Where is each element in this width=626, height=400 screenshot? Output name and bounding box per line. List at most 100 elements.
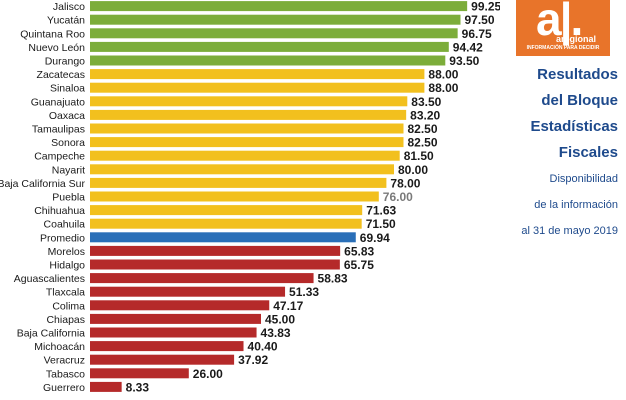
bar (90, 28, 458, 39)
category-label: Zacatecas (37, 69, 85, 81)
category-label: Morelos (48, 246, 85, 258)
chart-subtitle: Disponibilidad de la información al 31 d… (488, 166, 618, 244)
value-label: 37.92 (238, 353, 268, 367)
category-label: Tlaxcala (46, 287, 85, 299)
logo-mark: a|. (536, 0, 583, 45)
bar (90, 55, 446, 66)
value-label: 97.50 (465, 13, 495, 27)
bar (90, 259, 340, 270)
category-label: Oaxaca (49, 110, 85, 122)
value-label: 69.94 (360, 231, 390, 245)
title-line-3: Estadísticas (530, 118, 618, 135)
value-label: 93.50 (449, 54, 479, 68)
value-label: 71.63 (366, 204, 396, 218)
category-label: Durango (45, 56, 85, 68)
bar (90, 354, 235, 365)
chart-title: Resultados del Bloque Estadísticas Fisca… (488, 62, 618, 166)
value-label: 96.75 (462, 27, 492, 41)
value-label: 88.00 (428, 81, 458, 95)
bar (90, 164, 394, 175)
value-label: 65.83 (344, 244, 374, 258)
bar-chart: San Luis Potosí100.00Jalisco99.25Yucatán… (0, 0, 500, 394)
category-label: Chihuahua (34, 205, 85, 217)
category-label: Sonora (51, 137, 85, 149)
value-label: 45.00 (265, 312, 295, 326)
bar (90, 177, 387, 188)
value-label: 83.50 (411, 95, 441, 109)
category-label: Coahuila (44, 219, 86, 231)
value-label: 47.17 (273, 299, 303, 313)
value-label: 81.50 (404, 149, 434, 163)
category-label: Hidalgo (49, 260, 85, 272)
bar (90, 218, 362, 229)
category-label: Baja California (17, 328, 85, 340)
subtitle-line-3: al 31 de mayo 2019 (521, 225, 618, 237)
value-label: 71.50 (366, 217, 396, 231)
bar (90, 123, 404, 134)
value-label: 8.33 (126, 380, 150, 394)
title-line-4: Fiscales (558, 144, 618, 161)
logo-name: aregional (556, 34, 597, 44)
bar (90, 69, 425, 80)
category-label: Nuevo León (28, 42, 85, 54)
value-label: 51.33 (289, 285, 319, 299)
category-label: Jalisco (53, 1, 85, 13)
bar (90, 96, 408, 107)
subtitle-line-2: de la información (534, 199, 618, 211)
value-label: 65.75 (344, 258, 374, 272)
category-label: Promedio (40, 232, 85, 244)
subtitle-line-1: Disponibilidad (549, 173, 619, 185)
category-label: Baja California Sur (0, 178, 85, 190)
category-label: Tabasco (46, 368, 85, 380)
category-label: Sinaloa (50, 83, 85, 95)
category-label: Chiapas (46, 314, 85, 326)
category-label: Aguascalientes (14, 273, 85, 285)
bar (90, 14, 461, 25)
bar (90, 313, 261, 324)
category-label: Campeche (34, 151, 85, 163)
value-label: 43.83 (261, 326, 291, 340)
bar (90, 286, 286, 297)
bar (90, 245, 341, 256)
bar (90, 381, 122, 392)
bar (90, 191, 379, 202)
category-label: Yucatán (47, 15, 85, 27)
value-label: 76.00 (383, 190, 413, 204)
bar (90, 150, 400, 161)
category-label: Michoacán (34, 341, 85, 353)
bar (90, 341, 244, 352)
value-label: 82.50 (408, 136, 438, 150)
bar (90, 232, 356, 243)
aregional-logo: a|. aregional INFORMACIÓN PARA DECIDIR (516, 0, 610, 56)
bar (90, 109, 407, 120)
bar (90, 137, 404, 148)
value-label: 26.00 (193, 367, 223, 381)
category-label: Puebla (52, 192, 85, 204)
category-label: Guanajuato (31, 96, 85, 108)
bar (90, 1, 468, 12)
value-label: 83.20 (410, 108, 440, 122)
title-line-1: Resultados (537, 66, 618, 83)
bar (90, 300, 270, 311)
value-label: 80.00 (398, 163, 428, 177)
value-label: 88.00 (428, 68, 458, 82)
bar (90, 273, 314, 284)
bar (90, 327, 257, 338)
bar (90, 82, 425, 93)
value-label: 40.40 (248, 340, 278, 354)
value-label: 94.42 (453, 40, 483, 54)
category-label: Nayarit (52, 164, 85, 176)
category-label: Quintana Roo (20, 28, 85, 40)
value-label: 78.00 (390, 176, 420, 190)
value-label: 82.50 (408, 122, 438, 136)
bar (90, 205, 363, 216)
bar (90, 368, 189, 379)
value-label: 58.83 (318, 272, 348, 286)
title-line-2: del Bloque (541, 92, 618, 109)
value-label: 99.25 (471, 0, 500, 14)
category-label: Guerrero (43, 382, 85, 394)
bar (90, 41, 449, 52)
category-label: Veracruz (44, 355, 85, 367)
logo-tagline: INFORMACIÓN PARA DECIDIR (526, 45, 600, 51)
category-label: Colima (52, 300, 85, 312)
